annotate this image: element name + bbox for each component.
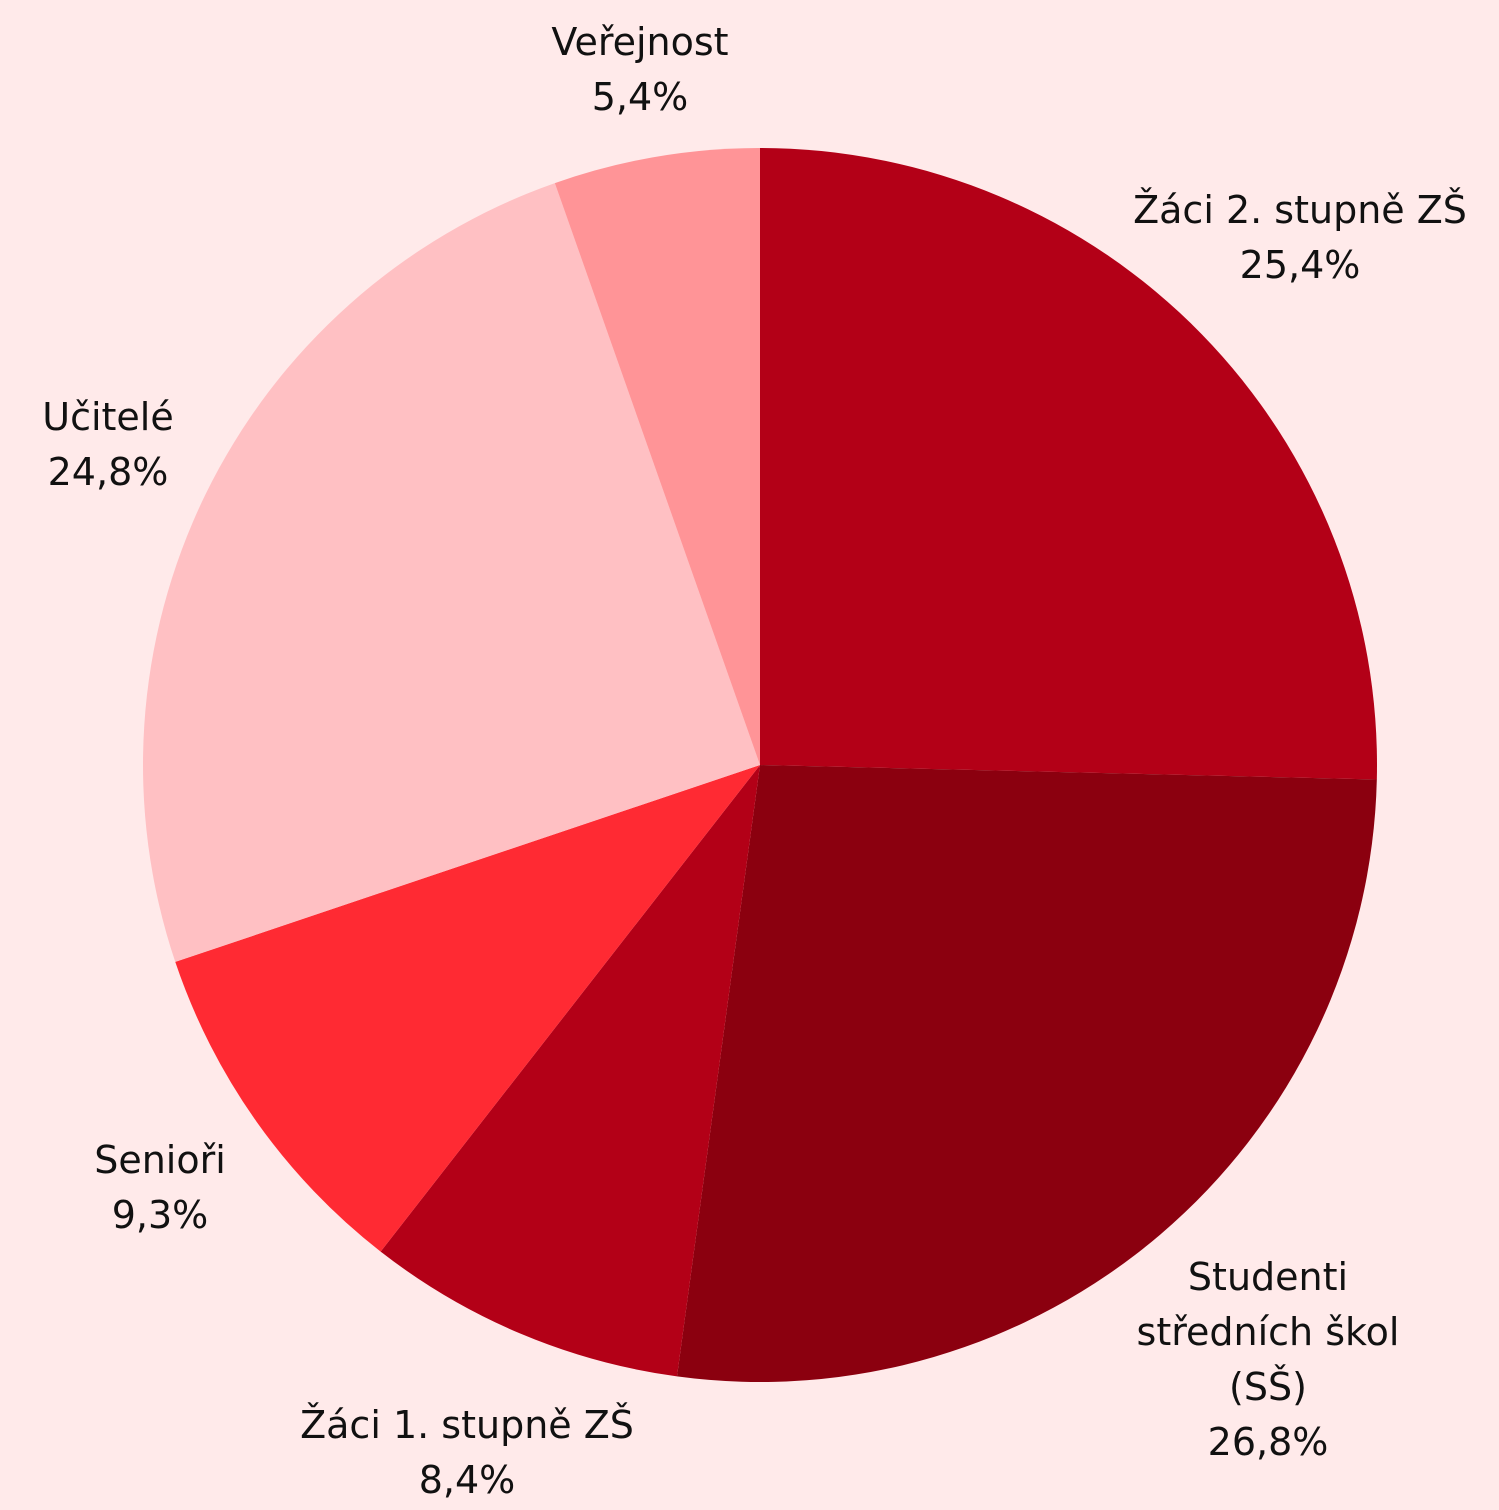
value-label: 25,4% [1239, 243, 1361, 287]
pie-slice [760, 148, 1377, 780]
value-label: 24,8% [47, 450, 169, 494]
category-label: Veřejnost [551, 20, 729, 64]
value-label: 8,4% [418, 1458, 516, 1502]
category-label: Žáci 2. stupně ZŠ [1133, 188, 1467, 232]
value-label: 5,4% [591, 75, 689, 119]
pie-slice [554, 148, 760, 765]
slice-label: Senioři 9,3% [94, 1133, 226, 1243]
category-label: Žáci 1. stupně ZŠ [300, 1403, 634, 1447]
category-label: Studenti středních škol (SŠ) [1136, 1255, 1400, 1409]
slice-label: Veřejnost 5,4% [551, 15, 728, 125]
pie-slice [676, 765, 1377, 1383]
pie-slice [142, 183, 760, 962]
slice-label: Studenti středních škol (SŠ) 26,8% [1113, 1250, 1423, 1470]
category-label: Učitelé [42, 395, 174, 439]
slice-label: Žáci 2. stupně ZŠ 25,4% [1133, 183, 1467, 293]
slice-label: Žáci 1. stupně ZŠ 8,4% [300, 1398, 634, 1508]
pie-slice [380, 765, 760, 1377]
pie-slice [175, 765, 761, 1252]
value-label: 26,8% [1207, 1420, 1329, 1464]
slice-label: Učitelé 24,8% [42, 390, 173, 500]
category-label: Senioři [94, 1138, 226, 1182]
value-label: 9,3% [111, 1193, 209, 1237]
